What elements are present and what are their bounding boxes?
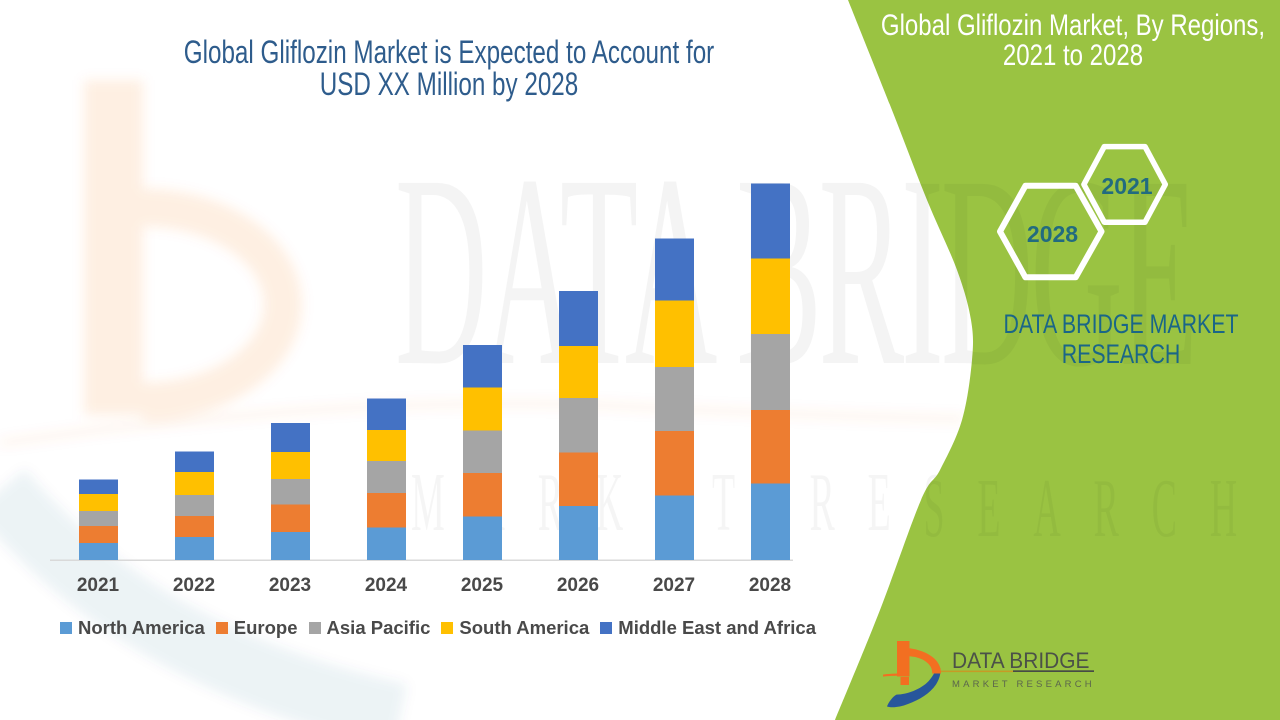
svg-text:DATA BRIDGE: DATA BRIDGE <box>395 120 1195 424</box>
svg-text:MARKET RESEARCH: MARKET RESEARCH <box>411 463 1270 556</box>
